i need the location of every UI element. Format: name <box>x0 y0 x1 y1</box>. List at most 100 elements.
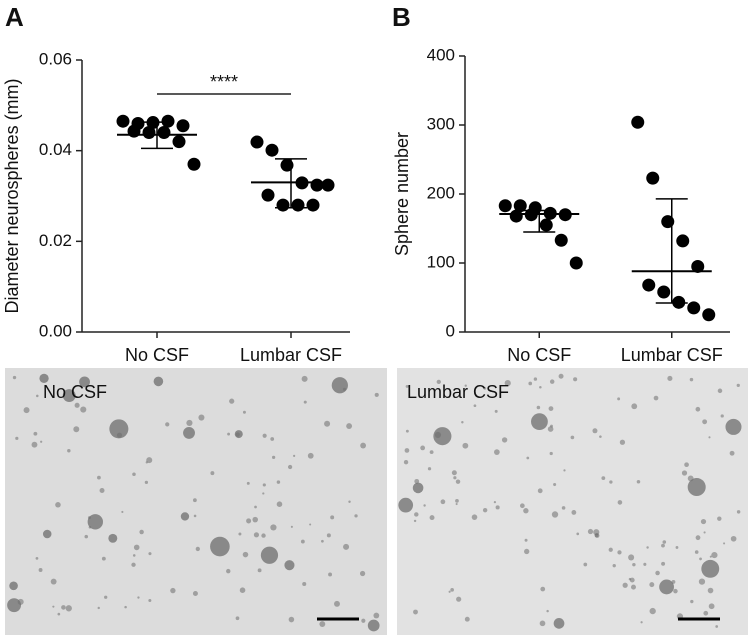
cell-cluster <box>23 407 30 414</box>
cell-cluster <box>708 436 711 439</box>
cell-cluster <box>703 610 709 616</box>
cell-cluster <box>331 377 348 394</box>
cell-cluster <box>108 533 118 543</box>
cell-cluster <box>708 603 715 610</box>
cell-cluster <box>537 488 543 494</box>
cell-cluster <box>139 529 144 535</box>
y-axis-label: Diameter neurospheres (mm) <box>2 78 22 313</box>
cell-cluster <box>116 432 123 438</box>
cell-cluster <box>62 389 76 402</box>
data-point <box>321 178 335 192</box>
cell-cluster <box>343 543 350 550</box>
cell-cluster <box>57 612 61 616</box>
cell-cluster <box>290 525 293 528</box>
significance-label: **** <box>210 72 238 92</box>
cell-cluster <box>592 428 598 434</box>
cell-cluster <box>302 582 307 587</box>
cell-cluster <box>246 481 250 485</box>
cell-cluster <box>342 387 346 391</box>
data-point <box>539 218 553 232</box>
cell-cluster <box>36 394 39 398</box>
cell-cluster <box>144 480 149 485</box>
cell-cluster <box>473 404 477 408</box>
cell-cluster <box>413 609 418 615</box>
cell-cluster <box>276 501 283 507</box>
cell-cluster <box>573 377 578 382</box>
cell-cluster <box>124 605 127 609</box>
cell-cluster <box>80 406 87 413</box>
cell-cluster <box>360 442 367 449</box>
cell-cluster <box>450 588 454 592</box>
cell-cluster <box>504 380 511 387</box>
cell-cluster <box>101 556 106 561</box>
cell-cluster <box>262 483 266 487</box>
cell-cluster <box>695 535 701 541</box>
cell-cluster <box>17 598 24 605</box>
data-point <box>513 199 527 213</box>
data-point <box>265 143 279 157</box>
cell-cluster <box>464 616 470 622</box>
cell-cluster <box>145 461 148 464</box>
cell-cluster <box>690 599 694 604</box>
data-point <box>250 135 264 149</box>
cell-cluster <box>50 578 57 585</box>
cell-cluster <box>420 445 426 451</box>
cell-cluster <box>594 533 599 538</box>
cell-cluster <box>254 505 257 509</box>
image-caption: No CSF <box>43 382 107 402</box>
cell-cluster <box>540 586 546 592</box>
cell-cluster <box>35 556 39 560</box>
cell-cluster <box>301 375 308 382</box>
cell-cluster <box>617 397 621 401</box>
data-point <box>116 114 130 128</box>
cell-cluster <box>622 582 628 588</box>
cell-cluster <box>131 562 136 567</box>
cell-cluster <box>456 596 462 602</box>
cell-cluster <box>74 402 80 408</box>
cell-cluster <box>671 580 676 584</box>
cell-cluster <box>180 512 190 521</box>
cell-cluster <box>326 533 331 538</box>
cell-cluster <box>646 546 649 549</box>
cell-cluster <box>374 392 379 397</box>
cell-cluster <box>709 555 712 558</box>
y-tick-label: 0.02 <box>39 231 72 250</box>
cell-cluster <box>548 406 554 412</box>
data-point <box>187 157 201 171</box>
cell-cluster <box>681 470 688 476</box>
cell-cluster <box>612 564 616 568</box>
cell-cluster <box>303 400 307 404</box>
y-tick-label: 0 <box>446 321 455 340</box>
cell-cluster <box>210 536 230 557</box>
cell-cluster <box>276 480 281 484</box>
cell-cluster <box>398 497 414 513</box>
y-tick-label: 0.06 <box>39 49 72 68</box>
cell-cluster <box>717 388 723 394</box>
cell-cluster <box>404 448 410 453</box>
cell-cluster <box>609 480 613 484</box>
cell-cluster <box>359 570 366 577</box>
cell-cluster <box>653 395 659 401</box>
cell-cluster <box>186 419 193 427</box>
cell-cluster <box>702 419 708 425</box>
cell-cluster <box>429 450 434 455</box>
cell-cluster <box>736 510 741 514</box>
cell-cluster <box>453 476 457 480</box>
cell-cluster <box>262 433 267 438</box>
cell-cluster <box>97 606 100 610</box>
data-point <box>276 198 290 212</box>
cell-cluster <box>38 568 43 572</box>
cell-cluster <box>55 502 61 508</box>
cell-cluster <box>319 621 326 627</box>
data-point <box>261 188 275 202</box>
cell-cluster <box>553 483 557 487</box>
cell-cluster <box>694 550 699 554</box>
cell-cluster <box>246 518 252 524</box>
cell-cluster <box>570 435 575 440</box>
cell-cluster <box>9 581 18 591</box>
cell-cluster <box>413 519 417 523</box>
cell-cluster <box>531 413 548 431</box>
data-point <box>157 126 171 140</box>
cell-cluster <box>655 570 660 576</box>
